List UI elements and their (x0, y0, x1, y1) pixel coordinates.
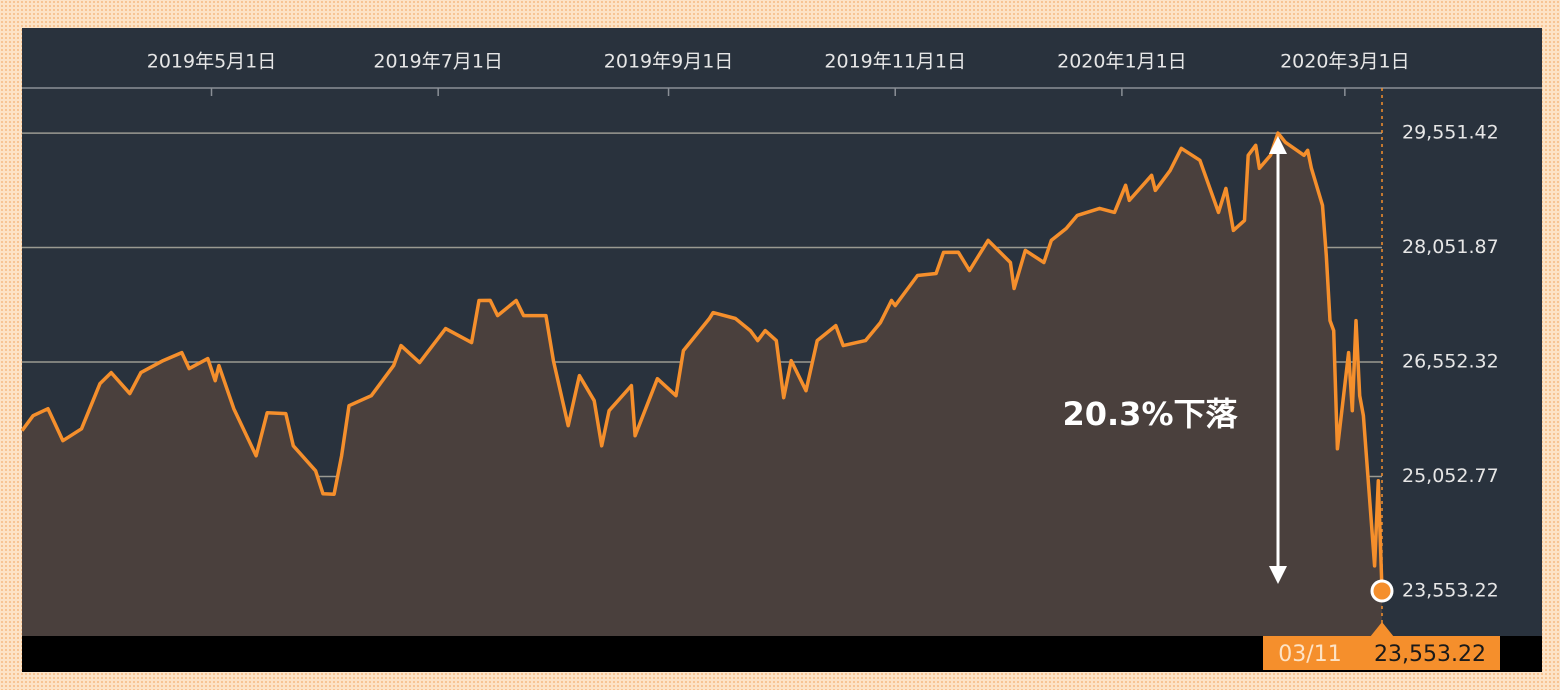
x-tick-label: 2020年3月1日 (1280, 51, 1410, 73)
last-point (1370, 579, 1394, 603)
x-tick-label: 2019年5月1日 (147, 51, 277, 73)
x-tick-label: 2020年1月1日 (1057, 51, 1187, 73)
drop-annotation: 20.3%下落 (1062, 395, 1238, 433)
y-tick-label: 23,553.22 (1402, 579, 1499, 601)
price-line (20, 131, 1384, 591)
x-tick-label: 2019年7月1日 (373, 51, 503, 73)
annotation-group: 20.3%下落 (1062, 136, 1287, 584)
crosshair-value: 23,553.22 (1374, 642, 1486, 667)
y-tick-label: 26,552.32 (1402, 351, 1499, 373)
series (20, 88, 1394, 637)
crosshair-label-bg (1263, 636, 1500, 670)
x-tick-label: 2019年9月1日 (604, 51, 734, 73)
y-tick-label: 25,052.77 (1402, 465, 1499, 487)
arrow-head-up (1269, 136, 1287, 154)
crosshair-pointer (1370, 622, 1394, 637)
x-tick-label: 2019年11月1日 (824, 51, 966, 73)
y-tick-label: 28,051.87 (1402, 236, 1499, 258)
crosshair-box: 03/11 23,553.22 (1263, 636, 1500, 670)
area-fill (22, 133, 1382, 636)
crosshair-date: 03/11 (1278, 642, 1341, 667)
arrow-head-down (1269, 566, 1287, 584)
y-tick-label: 29,551.42 (1402, 122, 1499, 144)
